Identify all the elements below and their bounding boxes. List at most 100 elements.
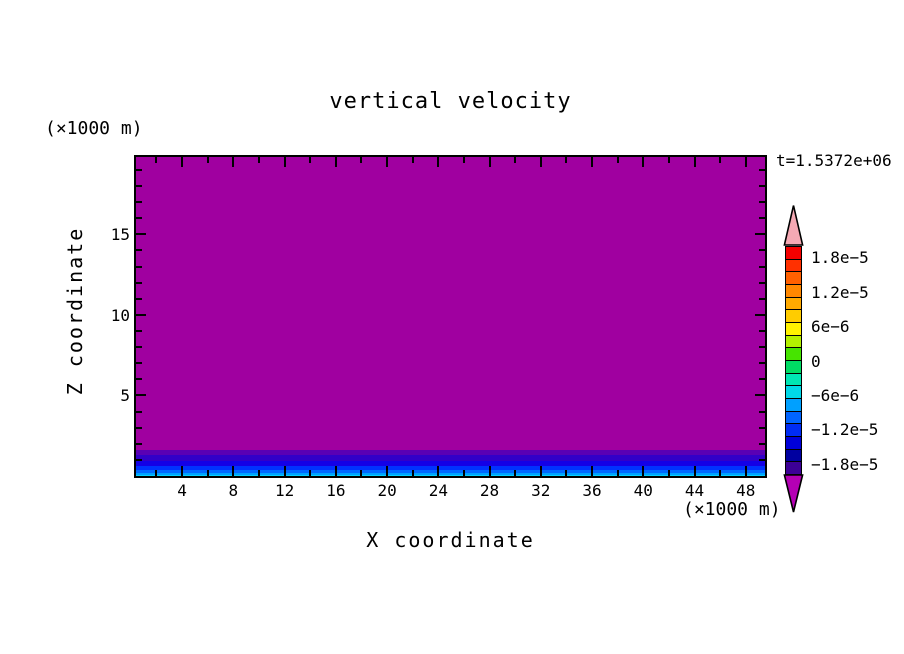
y-major-tick	[136, 394, 146, 396]
x-major-tick	[489, 157, 491, 167]
x-major-tick	[335, 466, 337, 476]
field-band	[136, 466, 765, 471]
colorbar-tick-label: −6e−6	[811, 385, 860, 405]
x-minor-tick	[309, 470, 311, 476]
y-minor-tick	[136, 282, 142, 284]
x-minor-tick	[258, 470, 260, 476]
y-minor-tick	[759, 266, 765, 268]
field-band	[136, 449, 765, 455]
y-minor-tick	[136, 185, 142, 187]
y-minor-tick	[759, 217, 765, 219]
colorbar-segment	[785, 309, 802, 324]
y-minor-tick	[136, 443, 142, 445]
y-minor-tick	[136, 427, 142, 429]
x-axis-units-label: (×1000 m)	[683, 499, 781, 520]
y-minor-tick	[759, 427, 765, 429]
x-minor-tick	[207, 470, 209, 476]
x-major-tick	[694, 466, 696, 476]
y-tick-label: 15	[110, 225, 130, 245]
x-minor-tick	[514, 470, 516, 476]
x-tick-label: 36	[582, 481, 602, 500]
chart-title: vertical velocity	[329, 89, 572, 114]
y-minor-tick	[759, 411, 765, 413]
x-tick-label: 32	[531, 481, 551, 500]
x-major-tick	[181, 157, 183, 167]
x-major-tick	[386, 466, 388, 476]
y-minor-tick	[136, 330, 142, 332]
field-band	[136, 460, 765, 466]
x-minor-tick	[514, 157, 516, 163]
y-minor-tick	[136, 266, 142, 268]
x-major-tick	[745, 466, 747, 476]
colorbar-segment	[785, 284, 802, 298]
colorbar-segment	[785, 385, 802, 400]
colorbar	[785, 246, 802, 476]
x-minor-tick	[719, 470, 721, 476]
colorbar-segment	[785, 322, 802, 336]
x-minor-tick	[463, 157, 465, 163]
y-minor-tick	[759, 362, 765, 364]
colorbar-segment	[785, 448, 802, 463]
x-minor-tick	[565, 470, 567, 476]
field-band	[136, 470, 765, 473]
x-major-tick	[642, 157, 644, 167]
y-minor-tick	[759, 249, 765, 251]
colorbar-under-range-triangle	[783, 474, 804, 513]
x-major-tick	[591, 157, 593, 167]
colorbar-tick-label: 1.2e−5	[811, 282, 869, 302]
x-tick-label: 8	[228, 481, 239, 500]
x-tick-label: 20	[377, 481, 397, 500]
colorbar-tick-label: 1.8e−5	[811, 248, 869, 268]
x-major-tick	[232, 157, 234, 167]
plot-area	[134, 155, 767, 478]
y-minor-tick	[136, 346, 142, 348]
y-major-tick	[136, 314, 146, 316]
x-minor-tick	[309, 157, 311, 163]
x-tick-label: 40	[633, 481, 653, 500]
x-minor-tick	[719, 157, 721, 163]
colorbar-segment	[785, 398, 802, 412]
y-minor-tick	[759, 443, 765, 445]
y-minor-tick	[136, 298, 142, 300]
y-axis-units-label: (×1000 m)	[45, 118, 143, 139]
y-major-tick	[755, 394, 765, 396]
y-tick-label: 5	[120, 386, 130, 406]
y-major-tick	[136, 233, 146, 235]
x-minor-tick	[565, 157, 567, 163]
field-band	[136, 474, 765, 476]
y-minor-tick	[759, 346, 765, 348]
x-minor-tick	[668, 470, 670, 476]
x-major-tick	[181, 466, 183, 476]
x-major-tick	[335, 157, 337, 167]
colorbar-segment	[785, 372, 802, 387]
x-major-tick	[386, 157, 388, 167]
field-band	[136, 472, 765, 475]
y-minor-tick	[759, 378, 765, 380]
x-major-tick	[284, 466, 286, 476]
y-minor-tick	[136, 249, 142, 251]
y-minor-tick	[136, 169, 142, 171]
y-minor-tick	[759, 330, 765, 332]
y-minor-tick	[759, 459, 765, 461]
y-minor-tick	[136, 362, 142, 364]
colorbar-segment	[785, 296, 802, 311]
colorbar-segment	[785, 246, 802, 260]
x-major-tick	[642, 466, 644, 476]
colorbar-segment	[785, 347, 802, 362]
y-minor-tick	[759, 282, 765, 284]
field-band	[136, 157, 765, 450]
y-minor-tick	[136, 378, 142, 380]
x-tick-label: 12	[274, 481, 295, 500]
x-tick-label: 48	[736, 481, 756, 500]
colorbar-segment	[785, 410, 802, 425]
x-major-tick	[540, 466, 542, 476]
colorbar-tick-label: 0	[811, 351, 821, 371]
x-tick-label: 44	[684, 481, 705, 500]
colorbar-tick-label: −1.8e−5	[811, 454, 879, 474]
x-minor-tick	[668, 157, 670, 163]
y-minor-tick	[759, 169, 765, 171]
y-tick-label: 10	[110, 305, 130, 325]
y-minor-tick	[136, 411, 142, 413]
x-tick-label: 4	[177, 481, 187, 500]
